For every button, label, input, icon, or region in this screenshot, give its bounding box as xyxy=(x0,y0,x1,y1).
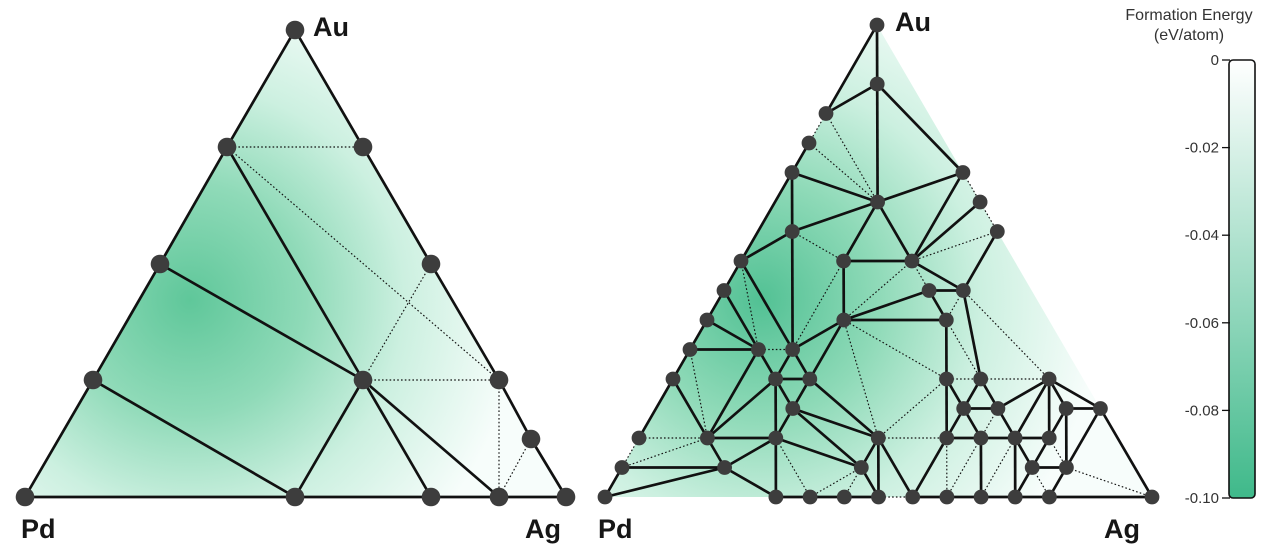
svg-text:Formation Energy: Formation Energy xyxy=(1125,7,1252,24)
svg-text:-0.08: -0.08 xyxy=(1185,402,1219,419)
svg-text:Pd: Pd xyxy=(21,514,56,544)
svg-text:(eV/atom): (eV/atom) xyxy=(1154,27,1224,44)
svg-text:Pd: Pd xyxy=(598,514,633,544)
svg-text:0: 0 xyxy=(1211,52,1219,69)
svg-text:Ag: Ag xyxy=(525,514,561,544)
svg-text:-0.10: -0.10 xyxy=(1185,490,1219,507)
svg-text:-0.02: -0.02 xyxy=(1185,140,1219,157)
svg-text:-0.06: -0.06 xyxy=(1185,315,1219,332)
svg-text:-0.04: -0.04 xyxy=(1185,227,1219,244)
svg-text:Au: Au xyxy=(313,12,349,42)
svg-text:Au: Au xyxy=(895,7,931,37)
svg-text:Ag: Ag xyxy=(1104,514,1140,544)
